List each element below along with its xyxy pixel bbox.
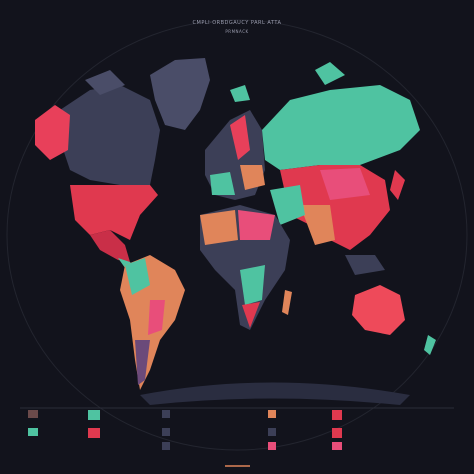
map-title: CMPLI·ORBDGAUCY PARL ATTA xyxy=(193,20,282,26)
sa-north xyxy=(125,258,150,295)
greenland xyxy=(150,58,210,130)
landmasses xyxy=(35,58,436,405)
legend-swatch xyxy=(88,428,100,438)
legend-swatch xyxy=(162,442,170,450)
map-subtitle: PRMNACK xyxy=(225,29,248,34)
india xyxy=(300,205,335,245)
alaska xyxy=(35,105,70,160)
australia xyxy=(352,285,405,335)
scandinavia xyxy=(230,115,250,160)
east-europe xyxy=(240,165,265,190)
legend-swatch xyxy=(268,428,276,436)
indonesia xyxy=(345,255,385,275)
middle-east xyxy=(270,185,305,225)
north-africa-east xyxy=(238,210,275,240)
japan xyxy=(390,170,405,200)
legend-swatch xyxy=(162,410,170,418)
legend-swatch xyxy=(88,410,100,420)
north-africa-west xyxy=(200,210,238,245)
legend-swatch xyxy=(332,428,342,438)
central-africa xyxy=(240,265,265,305)
legend xyxy=(20,407,454,467)
china-north xyxy=(320,168,370,200)
legend-swatch xyxy=(268,410,276,418)
legend-swatch xyxy=(28,410,38,418)
new-zealand xyxy=(424,335,436,355)
svalbard xyxy=(230,85,250,102)
arctic-islands xyxy=(85,70,125,95)
sa-south xyxy=(135,340,150,385)
legend-swatch xyxy=(268,442,276,450)
legend-swatch xyxy=(332,410,342,420)
legend-swatch xyxy=(332,442,342,450)
sa-mid xyxy=(148,300,165,335)
legend-swatch xyxy=(162,428,170,436)
south-africa xyxy=(242,302,260,328)
russia xyxy=(262,85,420,170)
legend-swatch xyxy=(28,428,38,436)
iberia xyxy=(210,172,235,195)
novaya-zemlya xyxy=(315,62,345,85)
globe-outline xyxy=(6,19,468,451)
mexico xyxy=(90,230,130,262)
madagascar xyxy=(282,290,292,315)
antarctica xyxy=(140,382,410,405)
usa xyxy=(70,185,158,240)
canada xyxy=(60,85,160,185)
